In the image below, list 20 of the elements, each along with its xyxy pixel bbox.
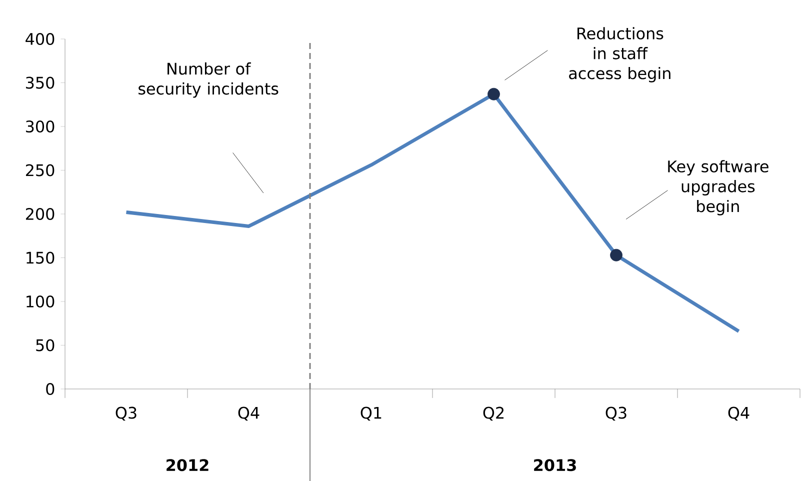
y-tick-label: 350 <box>26 76 54 89</box>
text: 2013 <box>534 459 576 472</box>
y-tick-label: 250 <box>26 164 54 176</box>
y-tick-label: 0 <box>46 382 54 396</box>
y-tick-label: 50 <box>36 339 54 352</box>
annotation: Reductions in staff access begin <box>569 27 670 82</box>
annotation: Key software upgrades begin <box>668 160 768 216</box>
x-tick-label: Q3 <box>606 406 626 421</box>
x-tick-label: Q4 <box>728 406 750 421</box>
y-tick-label: 300 <box>26 120 54 133</box>
y-tick-label: 200 <box>26 208 54 220</box>
y-tick-label: 400 <box>26 32 54 46</box>
x-tick-label: Q3 <box>116 406 136 421</box>
y-tick-label: 100 <box>26 295 54 308</box>
annotation: Number of security incidents <box>138 62 278 98</box>
y-tick-label: 150 <box>26 252 54 264</box>
text: 2012 <box>166 459 208 472</box>
x-tick-label: Q2 <box>483 406 504 421</box>
x-tick-label: Q4 <box>238 406 260 421</box>
x-tick-label: Q1 <box>360 406 382 421</box>
